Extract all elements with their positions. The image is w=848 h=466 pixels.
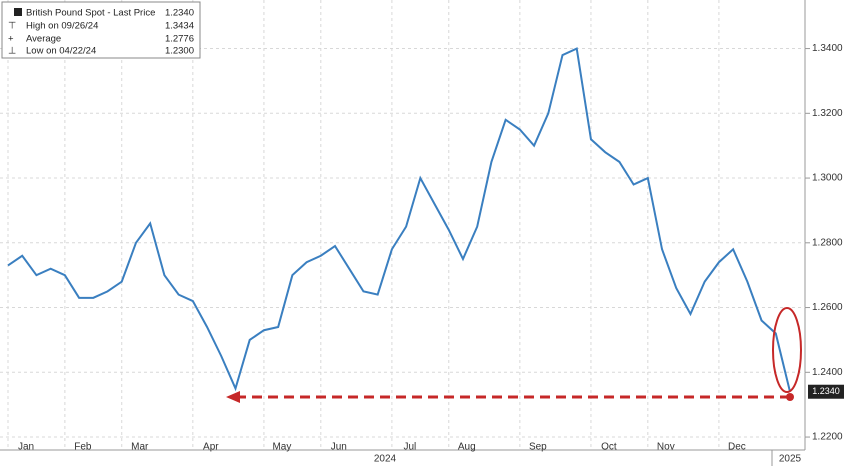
last-price-tag (808, 384, 844, 399)
year-label: 2024 (374, 454, 397, 465)
price-line (7, 47, 791, 392)
legend-label: Average (26, 34, 61, 45)
legend-label: British Pound Spot - Last Price (26, 8, 155, 19)
legend-icon: ⊤ (8, 21, 16, 32)
x-tick-label: Aug (458, 442, 476, 453)
legend-label: Low on 04/22/24 (26, 46, 96, 57)
x-tick-label: Dec (728, 442, 746, 453)
highlight-ellipse (772, 307, 802, 393)
y-tick-label: 1.2800 (812, 237, 843, 248)
legend-swatch (14, 8, 22, 16)
x-tick-label: Feb (74, 442, 92, 453)
legend-value: 1.3434 (165, 21, 194, 32)
x-tick-label: Jan (18, 442, 34, 453)
x-tick-label: Mar (131, 442, 149, 453)
last-price-label: 1.2340 (812, 386, 840, 396)
y-tick-label: 1.3400 (812, 43, 843, 54)
arrow-dot (786, 393, 794, 401)
y-tick-label: 1.2400 (812, 367, 843, 378)
legend-label: High on 09/26/24 (26, 21, 98, 32)
x-tick-label: Jul (403, 442, 416, 453)
legend-value: 1.2340 (165, 8, 194, 19)
legend-box (1, 1, 201, 59)
x-tick-label: Nov (657, 442, 675, 453)
x-tick-label: May (272, 442, 291, 453)
legend: British Pound Spot - Last Price 1.2340 ⊤… (1, 1, 201, 59)
y-tick-label: 1.2600 (812, 302, 843, 313)
legend-value: 1.2300 (165, 46, 194, 57)
x-tick-label: Sep (529, 442, 547, 453)
legend-icon: + (8, 34, 14, 45)
legend-icon: ⊥ (8, 46, 16, 57)
x-tick-label: Jun (331, 442, 347, 453)
y-tick-label: 1.2200 (812, 432, 843, 443)
x-tick-label: Apr (203, 442, 219, 453)
arrow-head (226, 391, 240, 403)
y-tick-label: 1.3000 (812, 173, 843, 184)
x-tick-label: Oct (601, 442, 617, 453)
legend-value: 1.2776 (165, 34, 194, 45)
y-tick-label: 1.3200 (812, 108, 843, 119)
year-label: 2025 (779, 454, 802, 465)
